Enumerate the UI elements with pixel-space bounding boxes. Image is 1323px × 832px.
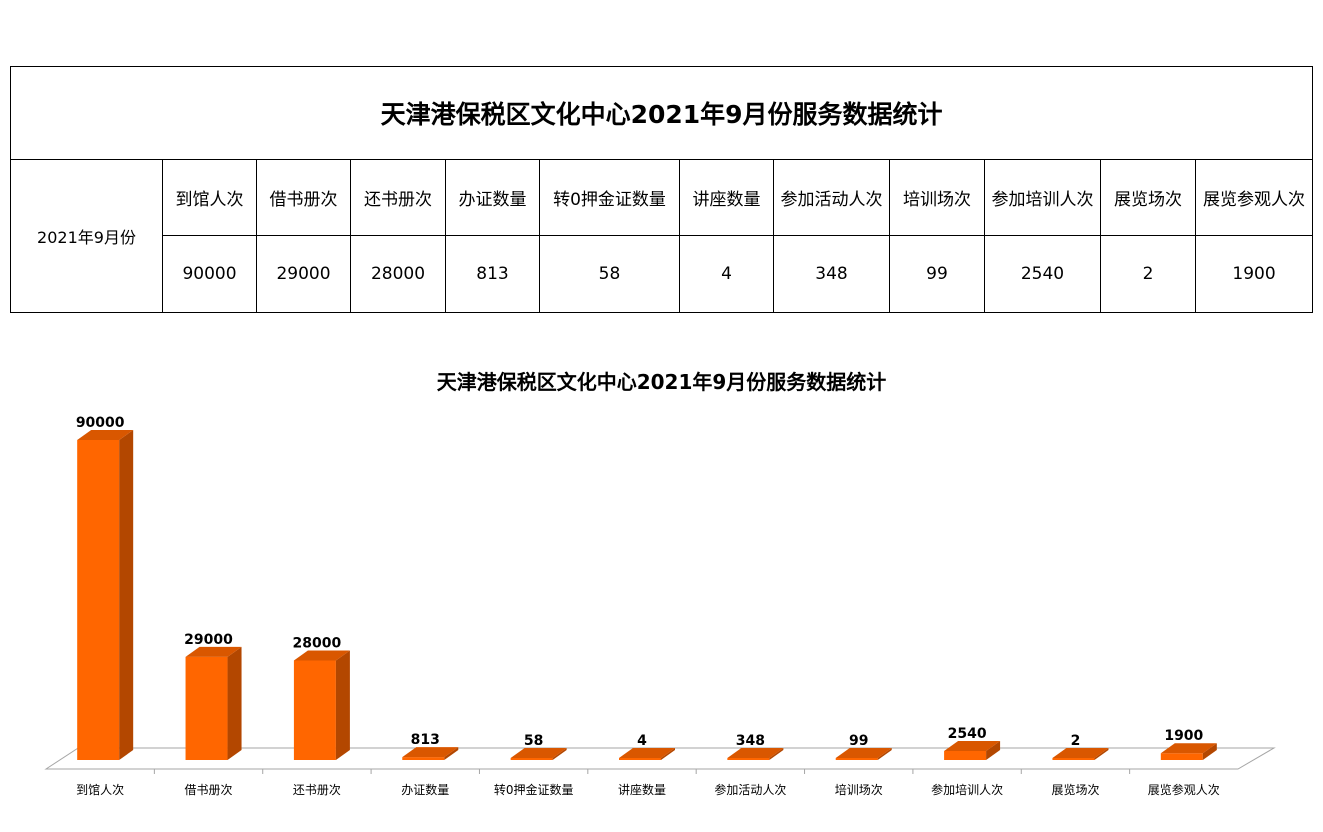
value-cell: 2 — [1100, 235, 1196, 313]
bar-side — [661, 748, 675, 760]
bar — [619, 748, 675, 760]
value-cell: 90000 — [162, 235, 257, 313]
data-label: 348 — [736, 733, 765, 749]
bar — [402, 747, 459, 760]
bar — [510, 748, 567, 760]
bar-front — [944, 750, 987, 760]
x-tick-label: 讲座数量 — [618, 782, 666, 797]
bar-side — [552, 748, 567, 760]
bar-side — [335, 650, 350, 760]
bar-front — [835, 758, 878, 760]
value-cell: 99 — [889, 235, 985, 313]
value-cell: 29000 — [256, 235, 351, 313]
data-label: 813 — [411, 732, 440, 748]
x-tick-label: 展览参观人次 — [1148, 782, 1220, 797]
chart-title: 天津港保税区文化中心2021年9月份服务数据统计 — [436, 370, 887, 394]
value-cell: 1900 — [1194, 235, 1314, 313]
bar-front — [77, 440, 120, 760]
bar — [1160, 743, 1217, 760]
period-label: 2021年9月份 — [10, 159, 163, 313]
bar-side — [1094, 748, 1109, 760]
bar-top — [944, 740, 1001, 751]
bar-front — [402, 757, 445, 760]
value-cell: 813 — [445, 235, 540, 313]
header-cell: 借书册次 — [256, 159, 351, 236]
header-cell: 到馆人次 — [162, 159, 257, 236]
bar-front — [293, 660, 336, 760]
x-tick-label: 到馆人次 — [76, 782, 124, 797]
bar-side — [1202, 743, 1217, 760]
bar — [835, 748, 892, 760]
x-tick-label: 借书册次 — [185, 783, 233, 797]
data-label: 2 — [1071, 733, 1081, 749]
bar-front — [185, 656, 228, 760]
bar-top — [1160, 743, 1217, 754]
data-label: 1900 — [1164, 728, 1203, 744]
x-tick-label: 展览场次 — [1051, 782, 1099, 797]
bar-front — [727, 758, 770, 760]
x-tick-label: 培训场次 — [835, 782, 883, 797]
value-cell: 2540 — [984, 235, 1101, 313]
bar-side — [119, 430, 134, 760]
data-label: 2540 — [948, 726, 987, 742]
bar-top — [510, 748, 567, 758]
table-title: 天津港保税区文化中心2021年9月份服务数据统计 — [9, 66, 1314, 160]
data-label: 4 — [637, 733, 647, 749]
bar-front — [619, 758, 661, 760]
bar — [293, 650, 350, 760]
bar-front — [1052, 758, 1095, 760]
bar-side — [227, 646, 242, 760]
header-cell: 转0押金证数量 — [539, 159, 680, 236]
value-cell: 348 — [773, 235, 890, 313]
header-cell: 培训场次 — [889, 159, 985, 236]
bar — [727, 748, 784, 760]
bar-top — [619, 748, 675, 758]
header-cell: 展览参观人次 — [1194, 159, 1314, 236]
bar-top — [727, 748, 784, 758]
value-cell: 58 — [539, 235, 680, 313]
bar-side — [877, 748, 892, 760]
header-cell: 办证数量 — [445, 159, 540, 236]
header-cell: 讲座数量 — [679, 159, 774, 236]
bar-top — [1052, 748, 1109, 758]
bar — [185, 646, 242, 760]
header-cell: 还书册次 — [350, 159, 446, 236]
bar-top — [185, 646, 242, 657]
bar — [1052, 748, 1109, 760]
bar-top — [293, 650, 350, 661]
stats-table: 天津港保税区文化中心2021年9月份服务数据统计 2021年9月份 到馆人次 借… — [9, 66, 1314, 313]
x-tick-label: 参加活动人次 — [714, 782, 786, 797]
bar-front — [1160, 753, 1203, 760]
x-tick-label: 还书册次 — [293, 783, 341, 797]
data-label: 28000 — [293, 635, 342, 651]
bar-side — [986, 740, 1001, 760]
header-cell: 参加培训人次 — [984, 159, 1101, 236]
data-label: 29000 — [184, 632, 233, 648]
bar-top — [835, 748, 892, 758]
data-label: 99 — [849, 733, 868, 749]
x-tick-label: 参加培训人次 — [931, 782, 1003, 797]
data-label: 58 — [524, 733, 543, 749]
x-tick-label: 办证数量 — [401, 782, 449, 797]
header-cell: 展览场次 — [1100, 159, 1196, 236]
bar — [77, 430, 134, 760]
bar-top — [77, 430, 134, 440]
value-cell: 4 — [679, 235, 774, 313]
value-cell: 28000 — [350, 235, 446, 313]
bar-side — [769, 748, 784, 760]
header-cell: 参加活动人次 — [773, 159, 890, 236]
bar — [944, 740, 1001, 760]
bar-side — [444, 747, 459, 760]
data-label: 90000 — [76, 415, 125, 431]
bar-front — [510, 758, 553, 760]
bar-top — [402, 747, 459, 758]
bar-chart: 90000 29000 28000 813 58 4 348 99 2540 2 1900 到馆人次… — [44, 415, 1276, 797]
x-tick-label: 转0押金证数量 — [494, 782, 574, 797]
